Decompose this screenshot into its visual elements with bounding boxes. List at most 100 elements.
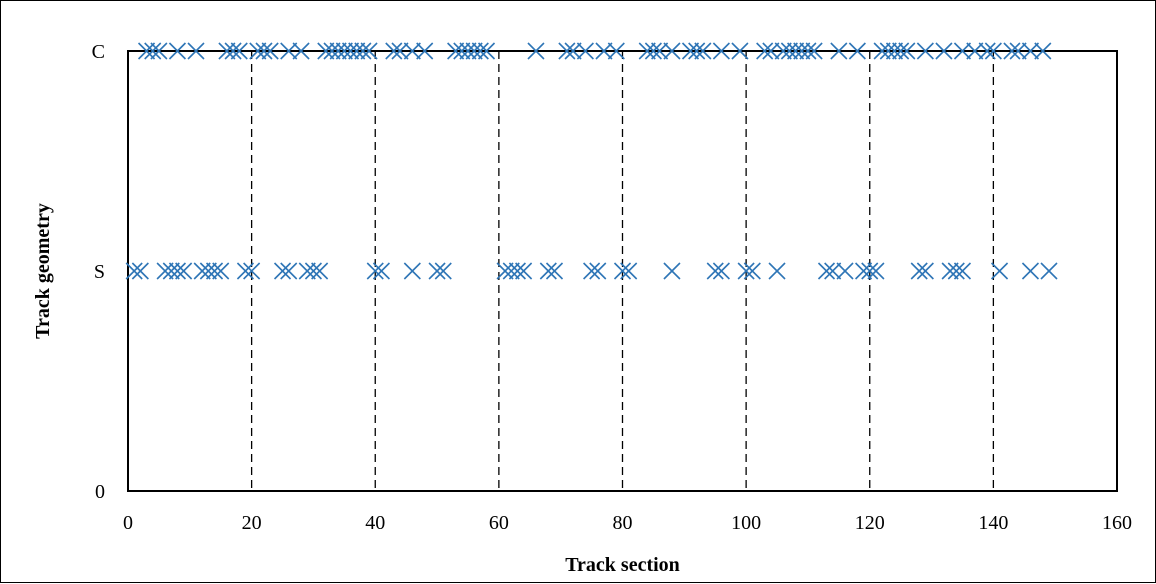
x-tick-label: 120: [855, 512, 885, 534]
data-point: [916, 262, 934, 280]
data-point: [1021, 42, 1040, 60]
data-point: [762, 42, 780, 60]
data-point: [953, 262, 972, 280]
data-point: [879, 42, 897, 60]
data-point: [780, 42, 798, 60]
data-point: [953, 42, 972, 60]
x-axis-title: Track section: [565, 554, 680, 576]
data-point: [712, 42, 730, 60]
data-point: [453, 42, 471, 60]
data-point: [620, 262, 638, 280]
data-point: [218, 42, 236, 60]
data-point: [502, 262, 520, 280]
data-point: [545, 262, 564, 280]
data-point: [861, 262, 879, 280]
data-point: [855, 262, 873, 280]
data-point: [885, 42, 904, 60]
data-point: [212, 262, 230, 280]
data-point: [984, 42, 1002, 60]
x-tick-label: 80: [613, 512, 633, 534]
data-point: [311, 262, 329, 280]
data-point: [175, 262, 193, 280]
data-point: [756, 42, 774, 60]
data-point: [205, 262, 224, 280]
data-point: [613, 262, 632, 280]
data-point: [768, 262, 786, 280]
data-point: [243, 262, 261, 280]
data-point: [848, 42, 866, 60]
data-point: [663, 42, 681, 60]
data-point: [168, 42, 187, 60]
data-point: [354, 42, 372, 60]
data-point: [292, 42, 310, 60]
data-point: [156, 262, 174, 280]
x-tick-label: 60: [489, 512, 509, 534]
data-point: [595, 42, 613, 60]
data-point: [694, 42, 712, 60]
x-tick-label: 100: [731, 512, 761, 534]
data-point: [583, 262, 601, 280]
data-point: [706, 262, 724, 280]
x-tick-label: 20: [242, 512, 262, 534]
y-axis-tick-labels: 0 S C: [92, 41, 105, 503]
data-point: [824, 262, 842, 280]
data-point: [403, 262, 421, 280]
data-point: [298, 262, 316, 280]
data-point: [651, 42, 669, 60]
data-point: [193, 262, 211, 280]
data-point: [787, 42, 805, 60]
data-point: [280, 42, 298, 60]
data-point: [1021, 262, 1040, 280]
data-point: [990, 262, 1009, 280]
data-point: [589, 262, 607, 280]
data-point: [607, 42, 625, 60]
data-point: [428, 262, 446, 280]
data-point: [1009, 42, 1027, 60]
data-point: [199, 262, 217, 280]
data-point: [403, 42, 421, 60]
data-point: [447, 42, 465, 60]
data-point: [1003, 42, 1021, 60]
data-point: [477, 42, 496, 60]
data-point: [793, 42, 811, 60]
y-tick-label: S: [94, 261, 105, 283]
data-point: [150, 42, 168, 60]
data-points: [125, 42, 1058, 280]
data-point: [935, 42, 953, 60]
data-point: [564, 42, 582, 60]
data-point: [273, 262, 292, 280]
data-point: [688, 42, 706, 60]
data-point: [916, 42, 934, 60]
data-point: [799, 42, 817, 60]
data-point: [144, 42, 162, 60]
data-point: [663, 262, 681, 280]
data-point: [304, 262, 323, 280]
data-point: [496, 262, 514, 280]
data-point: [743, 262, 761, 280]
data-point: [731, 42, 749, 60]
data-point: [372, 262, 390, 280]
data-point: [317, 42, 335, 60]
x-tick-label: 140: [978, 512, 1008, 534]
data-point: [323, 42, 341, 60]
data-point: [1040, 262, 1058, 280]
data-point: [471, 42, 489, 60]
data-point: [712, 262, 730, 280]
data-point: [131, 262, 149, 280]
data-point: [898, 42, 916, 60]
data-point: [873, 42, 891, 60]
vertical-dashed-lines: [250, 51, 995, 491]
data-point: [230, 42, 248, 60]
data-point: [966, 42, 984, 60]
data-point: [836, 262, 854, 280]
data-point: [162, 262, 180, 280]
data-point: [224, 42, 242, 60]
data-point: [978, 42, 996, 60]
data-point: [892, 42, 910, 60]
data-point: [558, 42, 576, 60]
data-point: [508, 262, 526, 280]
data-point: [644, 42, 662, 60]
data-point: [459, 42, 477, 60]
